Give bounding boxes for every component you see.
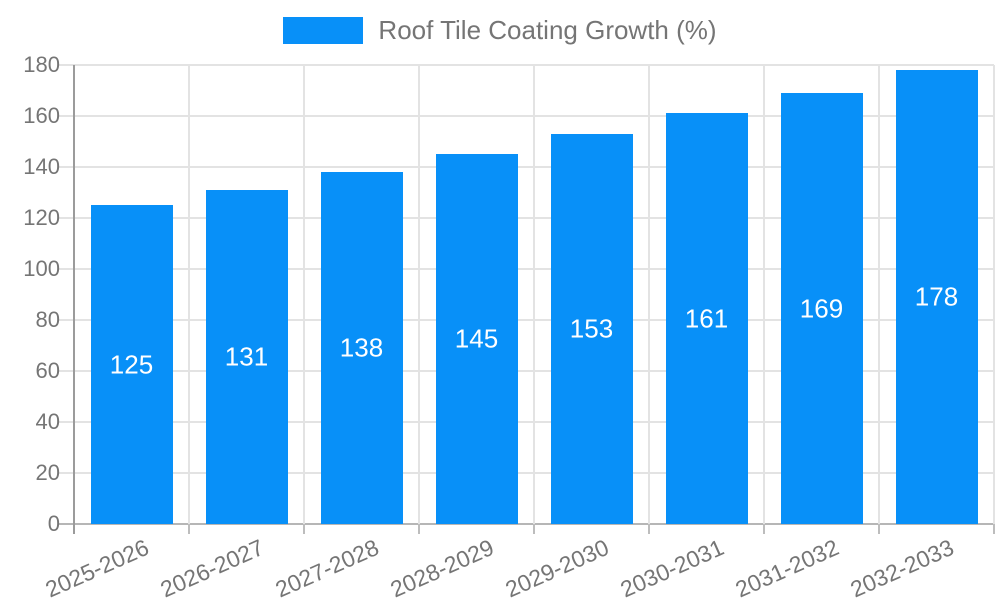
y-axis-tick-label: 180 (23, 52, 60, 77)
x-axis-tick (533, 524, 535, 534)
v-gridline (188, 65, 190, 524)
h-gridline (58, 64, 994, 66)
h-gridline (58, 115, 994, 117)
bar-value-label: 161 (684, 303, 729, 334)
legend-swatch (283, 16, 364, 44)
y-axis-tick-label: 120 (23, 205, 60, 230)
legend[interactable]: Roof Tile Coating Growth (%) (0, 16, 1000, 44)
y-axis-tick-label: 0 (47, 511, 60, 536)
bar[interactable]: 145 (435, 154, 518, 524)
x-axis-tick (763, 524, 765, 534)
bar-value-label: 178 (914, 281, 959, 312)
x-axis-baseline (58, 523, 994, 525)
h-gridline (58, 166, 994, 168)
legend-label: Roof Tile Coating Growth (%) (378, 15, 717, 45)
h-gridline (58, 319, 994, 321)
h-gridline (58, 217, 994, 219)
x-axis-tick (648, 524, 650, 534)
y-axis-tick-label: 160 (23, 103, 60, 128)
v-gridline (878, 65, 880, 524)
v-gridline (993, 65, 995, 524)
y-axis-tick-label: 140 (23, 154, 60, 179)
bar[interactable]: 169 (780, 93, 863, 524)
bar-value-label: 138 (339, 332, 384, 363)
bar[interactable]: 131 (205, 189, 288, 524)
h-gridline (58, 472, 994, 474)
x-axis-tick (303, 524, 305, 534)
bar[interactable]: 125 (90, 205, 173, 524)
bar-value-label: 145 (454, 323, 499, 354)
x-axis-category-label: 2026-2027 (156, 534, 268, 600)
v-gridline (763, 65, 765, 524)
x-axis-category-label: 2028-2029 (386, 534, 498, 600)
y-axis-tick-label: 60 (35, 358, 60, 383)
x-axis-tick (993, 524, 995, 534)
bar[interactable]: 161 (665, 113, 748, 524)
y-axis-tick-label: 20 (35, 460, 60, 485)
v-gridline (418, 65, 420, 524)
bar-value-label: 131 (224, 341, 269, 372)
bar-value-label: 169 (799, 293, 844, 324)
x-axis-tick (418, 524, 420, 534)
v-gridline (303, 65, 305, 524)
x-axis-category-label: 2032-2033 (846, 534, 958, 600)
x-axis-category-label: 2025-2026 (41, 534, 153, 600)
v-gridline (648, 65, 650, 524)
bar-value-label: 125 (109, 349, 154, 380)
x-axis-category-label: 2027-2028 (271, 534, 383, 600)
v-gridline (533, 65, 535, 524)
x-axis-category-label: 2029-2030 (501, 534, 613, 600)
x-axis-category-label: 2030-2031 (616, 534, 728, 600)
x-axis-tick (188, 524, 190, 534)
y-axis-tick-label: 100 (23, 256, 60, 281)
x-axis-tick (878, 524, 880, 534)
y-axis-line (73, 65, 75, 534)
h-gridline (58, 421, 994, 423)
x-axis-category-label: 2031-2032 (731, 534, 843, 600)
bar[interactable]: 153 (550, 133, 633, 524)
bar[interactable]: 138 (320, 172, 403, 524)
h-gridline (58, 268, 994, 270)
h-gridline (58, 370, 994, 372)
y-axis-tick-label: 40 (35, 409, 60, 434)
bar-value-label: 153 (569, 313, 614, 344)
y-axis-tick-label: 80 (35, 307, 60, 332)
bar[interactable]: 178 (895, 70, 978, 524)
